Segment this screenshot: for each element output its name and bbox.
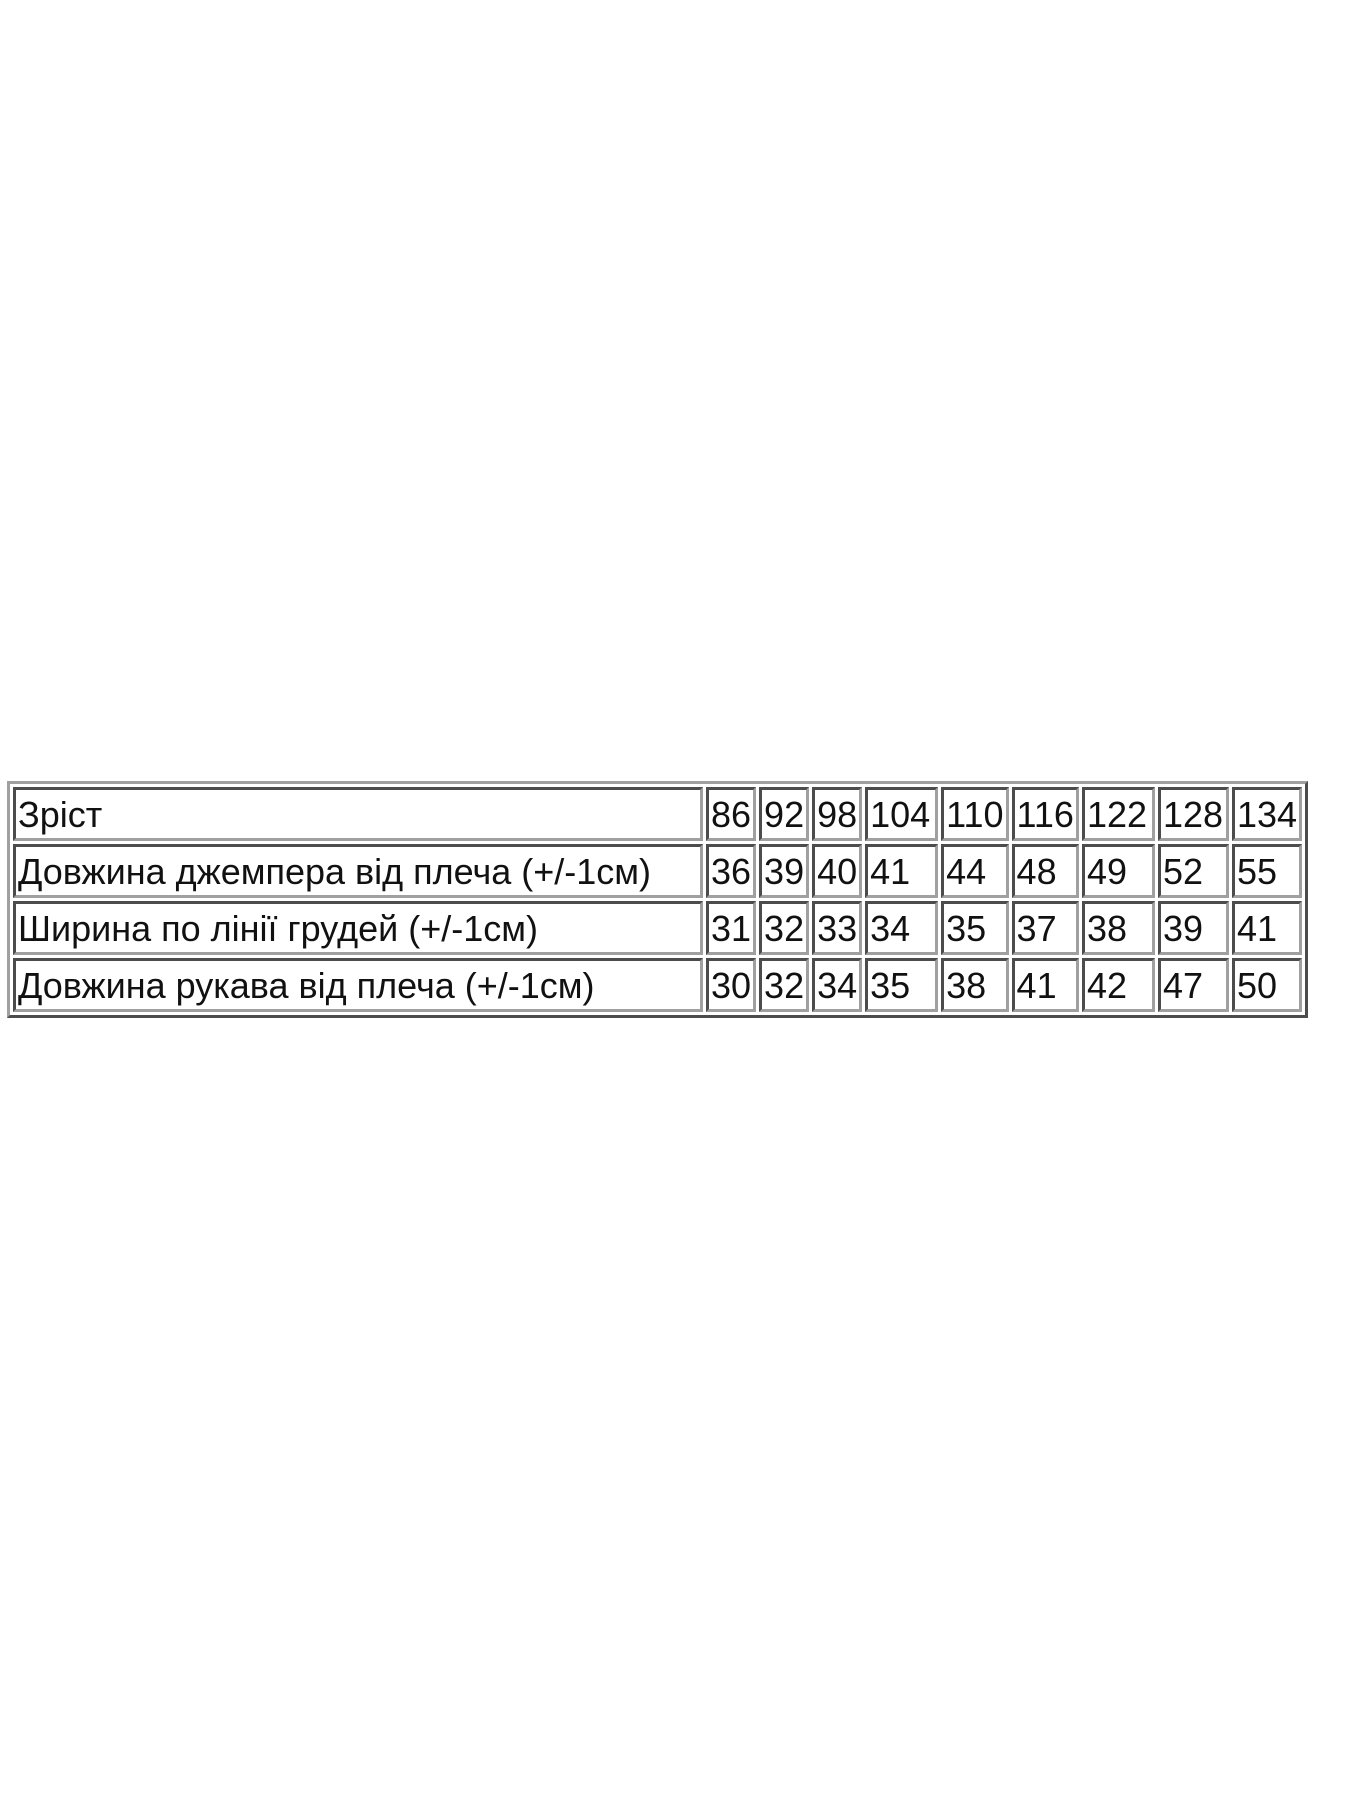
table-cell: 30 <box>706 958 757 1012</box>
table-cell: 50 <box>1231 958 1303 1012</box>
table-cell: 86 <box>706 787 757 841</box>
table-cell: 35 <box>941 901 1009 955</box>
table-cell: 49 <box>1081 844 1155 898</box>
row-label: Довжина рукава від плеча (+/-1см) <box>13 958 703 1012</box>
table-cell: 41 <box>865 844 939 898</box>
table-cell: 32 <box>759 901 810 955</box>
jumper-length-row: Довжина джемпера від плеча (+/-1см) 36 39 4… <box>13 844 1303 898</box>
table-cell: 116 <box>1011 787 1079 841</box>
table-cell: 44 <box>941 844 1009 898</box>
table-cell: 41 <box>1231 901 1303 955</box>
table-cell: 41 <box>1011 958 1079 1012</box>
table-cell: 32 <box>759 958 810 1012</box>
table-cell: 31 <box>706 901 757 955</box>
sleeve-length-row: Довжина рукава від плеча (+/-1см) 30 32 34 3… <box>13 958 1303 1012</box>
table-cell: 104 <box>865 787 939 841</box>
table-cell: 40 <box>812 844 863 898</box>
row-label: Зріст <box>13 787 703 841</box>
table-cell: 52 <box>1157 844 1229 898</box>
size-chart-table: Зріст 86 92 98 104 110 116 122 128 134 Довжина дже… <box>7 781 1309 1018</box>
table-cell: 122 <box>1081 787 1155 841</box>
table-cell: 37 <box>1011 901 1079 955</box>
table-cell: 38 <box>941 958 1009 1012</box>
table-cell: 39 <box>759 844 810 898</box>
table-cell: 39 <box>1157 901 1229 955</box>
table-cell: 36 <box>706 844 757 898</box>
table-cell: 33 <box>812 901 863 955</box>
table-cell: 92 <box>759 787 810 841</box>
table-cell: 38 <box>1081 901 1155 955</box>
table-cell: 134 <box>1231 787 1303 841</box>
table-cell: 34 <box>812 958 863 1012</box>
table-cell: 47 <box>1157 958 1229 1012</box>
chest-width-row: Ширина по лінії грудей (+/-1см) 31 32 33 34 3… <box>13 901 1303 955</box>
table-cell: 48 <box>1011 844 1079 898</box>
table-cell: 55 <box>1231 844 1303 898</box>
height-row: Зріст 86 92 98 104 110 116 122 128 134 <box>13 787 1303 841</box>
row-label: Ширина по лінії грудей (+/-1см) <box>13 901 703 955</box>
table-cell: 98 <box>812 787 863 841</box>
table-cell: 128 <box>1157 787 1229 841</box>
table-cell: 42 <box>1081 958 1155 1012</box>
table-cell: 110 <box>941 787 1009 841</box>
table-cell: 34 <box>865 901 939 955</box>
table-cell: 35 <box>865 958 939 1012</box>
row-label: Довжина джемпера від плеча (+/-1см) <box>13 844 703 898</box>
